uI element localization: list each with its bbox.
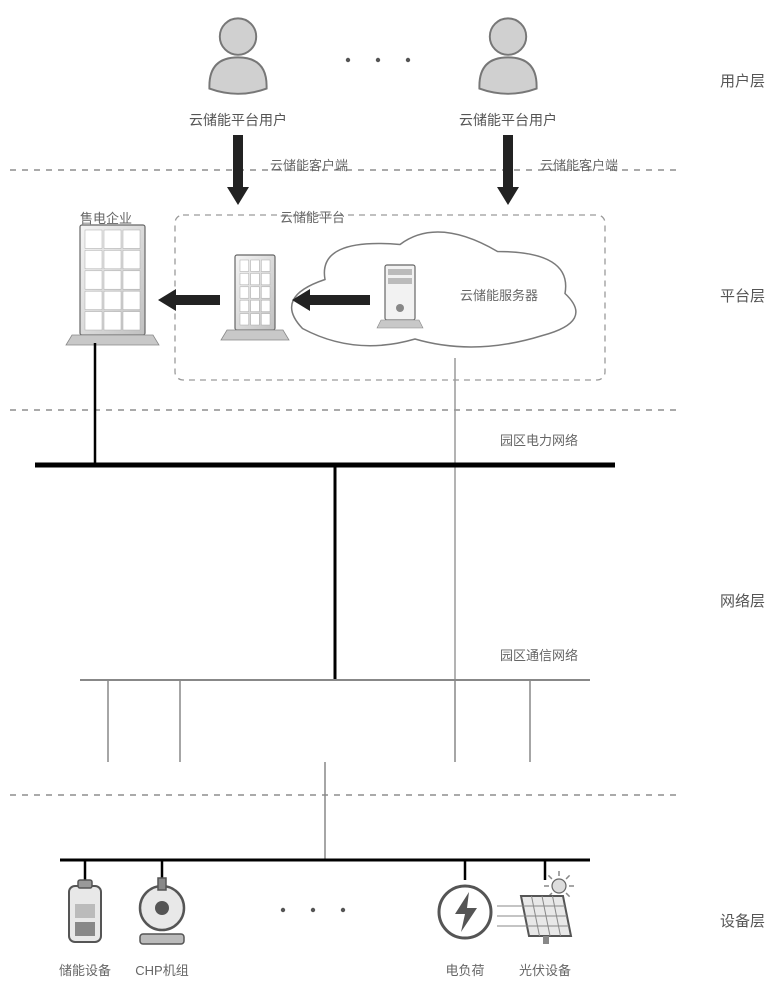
device-label-chp: CHP机组	[135, 960, 188, 979]
enterprise-label: 售电企业	[80, 208, 132, 227]
person-icon	[209, 18, 266, 93]
ellipsis-dot	[311, 908, 315, 912]
platform-box-label: 云储能平台	[280, 207, 345, 226]
diagram-stage: 用户层平台层网络层设备层 云储能平台用户 云储能平台用户云储能客户端 云储能客户端云储…	[0, 0, 781, 1000]
enterprise-building-icon	[66, 225, 159, 345]
thick-arrow-left	[158, 289, 220, 311]
cloud-server-label: 云储能服务器	[460, 285, 538, 304]
client-label: 云储能客户端	[270, 155, 348, 174]
layer-label-platform: 平台层	[720, 285, 765, 306]
device-label-pv: 光伏设备	[519, 960, 571, 979]
layer-label-user: 用户层	[720, 70, 765, 91]
device-label-load: 电负荷	[445, 960, 484, 979]
platform-building-icon	[221, 255, 289, 340]
power-bus-label: 园区电力网络	[500, 430, 578, 449]
user2-label: 云储能平台用户	[459, 110, 557, 130]
ellipsis-dot	[406, 58, 410, 62]
layer-label-network: 网络层	[720, 590, 765, 611]
bolt-icon	[439, 886, 491, 938]
battery-icon	[69, 880, 101, 942]
device-label-storage: 储能设备	[59, 960, 111, 979]
client-label: 云储能客户端	[540, 155, 618, 174]
user1-label: 云储能平台用户	[189, 110, 287, 130]
person-icon	[479, 18, 536, 93]
ellipsis-dot	[376, 58, 380, 62]
ellipsis-dot	[341, 908, 345, 912]
ellipsis-dot	[346, 58, 350, 62]
layer-label-device: 设备层	[720, 910, 765, 931]
ellipsis-dot	[281, 908, 285, 912]
solar-icon	[497, 871, 574, 944]
diagram-svg	[0, 0, 781, 1000]
pump-icon	[140, 878, 184, 944]
comm-bus-label: 园区通信网络	[500, 645, 578, 664]
